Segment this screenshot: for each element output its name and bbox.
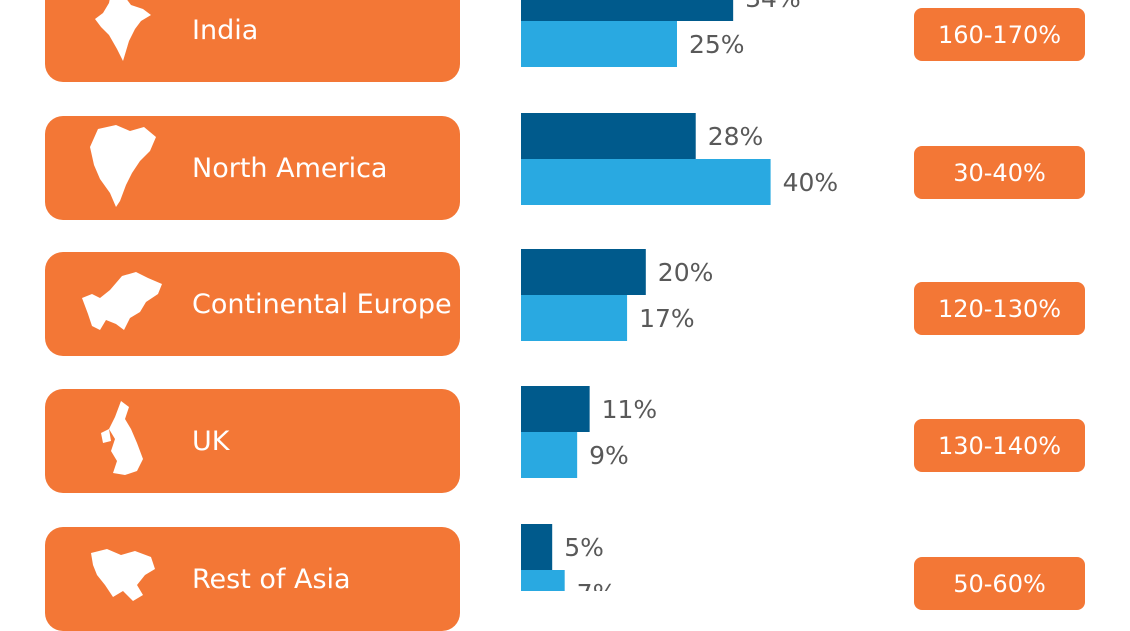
region-label: UK [192, 425, 230, 457]
growth-badge: 160-170% [914, 8, 1085, 61]
growth-badge: 30-40% [914, 146, 1085, 199]
bar-value-label: 40% [783, 168, 839, 197]
bar-light [521, 159, 771, 205]
bar-value-label: 11% [602, 395, 658, 424]
bar-dark [521, 524, 553, 570]
region-label: North America [192, 152, 388, 184]
bar-value-label: 9% [589, 441, 629, 470]
bar-value-label: 20% [658, 258, 714, 287]
bar-value-label: 7% [577, 579, 617, 591]
growth-badge: 120-130% [914, 282, 1085, 335]
bar-value-label: 17% [639, 304, 695, 333]
region-card: Continental Europe [45, 252, 460, 356]
bar-light [521, 21, 677, 67]
bar-value-label: 28% [708, 122, 764, 151]
bar-value-label: 5% [564, 533, 604, 562]
bar-dark [521, 386, 590, 432]
europe-map-icon [78, 268, 168, 340]
asia-map-icon [85, 545, 161, 613]
india-map-icon [91, 0, 155, 69]
growth-badge: 130-140% [914, 419, 1085, 472]
bar-value-label: 25% [689, 30, 745, 59]
region-card: North America [45, 116, 460, 220]
bar-dark [521, 113, 696, 159]
region-row: North America 30-40% [0, 116, 1130, 220]
uk-map-icon [97, 399, 149, 483]
region-label: Rest of Asia [192, 563, 351, 595]
region-label: India [192, 14, 259, 46]
bar-dark [521, 249, 646, 295]
region-row: India 160-170% [0, 0, 1130, 82]
bar-light [521, 570, 565, 591]
north-america-map-icon [86, 121, 160, 215]
bar-value-label: 34% [745, 0, 801, 13]
region-row: UK 130-140% [0, 389, 1130, 493]
bar-light [521, 432, 578, 478]
region-row: Continental Europe 120-130% [0, 252, 1130, 356]
region-card: India [45, 0, 460, 82]
bar-dark [521, 0, 734, 21]
region-card: UK [45, 389, 460, 493]
bar-light [521, 295, 628, 341]
bar-chart: 34% 28% 20% 11% 5% 25% 40% 17% 9% 7% [521, 0, 839, 591]
region-label: Continental Europe [192, 288, 452, 320]
